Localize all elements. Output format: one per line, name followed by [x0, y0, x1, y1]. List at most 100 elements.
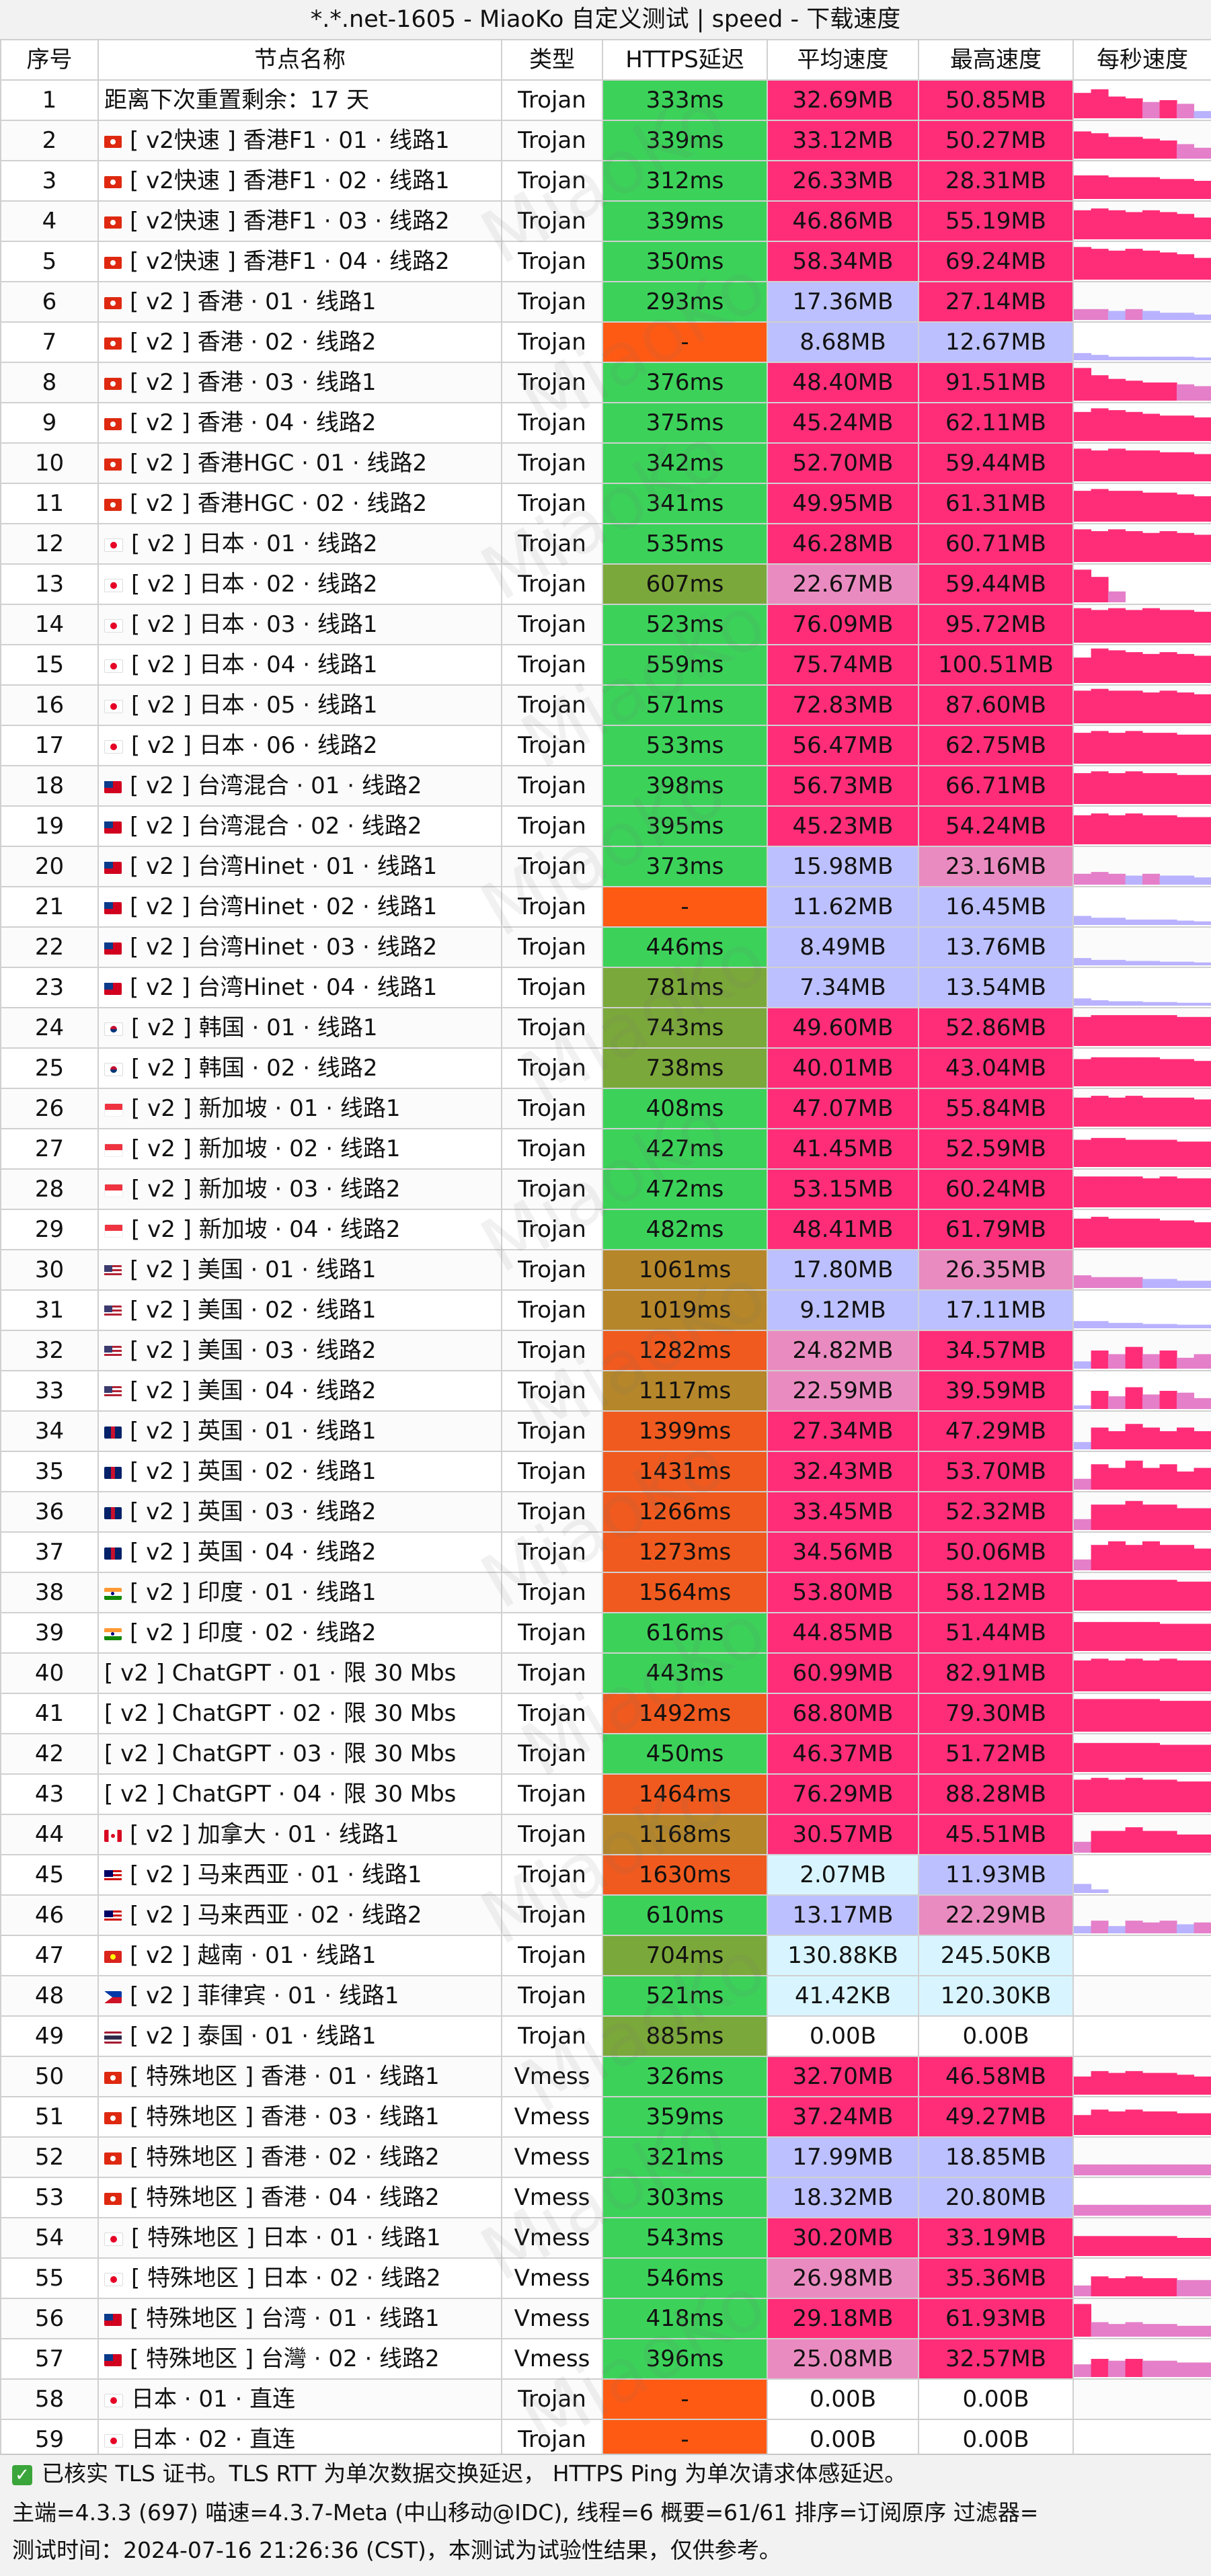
row-index: 56 — [0, 2298, 99, 2339]
speed-sparkline — [1075, 2304, 1210, 2337]
speed-sparkline — [1075, 353, 1210, 360]
row-index: 53 — [0, 2177, 99, 2218]
sparkline-bar — [1177, 692, 1195, 723]
node-type: Trojan — [501, 1491, 603, 1533]
sparkline-bar — [1159, 1391, 1177, 1409]
sparkline-bar — [1142, 1178, 1161, 1207]
sparkline-bar — [1159, 875, 1177, 885]
sparkline-bar — [1108, 1396, 1126, 1409]
max-speed: 13.76MB — [918, 926, 1074, 968]
sparkline-bar — [1142, 608, 1161, 643]
avg-speed: 7.34MB — [767, 967, 919, 1008]
node-type: Trojan — [501, 1733, 603, 1775]
node-type: Trojan — [501, 1773, 603, 1815]
node-name: [ v2 ] 香港HGC · 01 · 线路2 — [97, 442, 502, 484]
flag-jp-icon — [104, 2272, 123, 2286]
speed-sparkline — [1075, 1137, 1210, 1167]
row-index: 55 — [0, 2257, 99, 2299]
row-index: 36 — [0, 1491, 99, 1533]
sparkline-bar — [1142, 102, 1161, 118]
sparkline-bar — [1075, 210, 1092, 239]
avg-speed: 8.68MB — [767, 321, 919, 363]
sparkline-bar — [1194, 1548, 1210, 1570]
sparkline-bar — [1177, 1623, 1195, 1651]
avg-speed: 33.12MB — [767, 120, 919, 161]
https-latency: 559ms — [602, 644, 768, 686]
flag-jp-icon — [104, 2393, 123, 2407]
sparkline-bar — [1108, 2236, 1126, 2256]
sparkline-bar — [1194, 417, 1210, 441]
sparkline-bar — [1194, 1398, 1210, 1409]
sparkline-bar — [1159, 1701, 1177, 1732]
avg-speed: 44.85MB — [767, 1612, 919, 1654]
sparkline-bar — [1125, 919, 1143, 925]
sparkline-bar — [1194, 2164, 1210, 2175]
table-row: 31 [ v2 ] 美国 · 02 · 线路1 Trojan 1019ms 9.12MB… — [0, 1289, 1211, 1331]
node-name: [ v2 ] 日本 · 02 · 线路2 — [97, 563, 502, 605]
table-row: 18 [ v2 ] 台湾混合 · 01 · 线路2 Trojan 398ms 56.73… — [0, 765, 1211, 807]
sparkline-bar — [1091, 959, 1109, 965]
sparkline-bar — [1075, 1841, 1092, 1853]
row-index: 42 — [0, 1733, 99, 1775]
node-name: [ v2 ] 日本 · 01 · 线路2 — [97, 523, 502, 565]
node-name-label: [ v2 ] ChatGPT · 04 · 限 30 Mbs — [104, 1781, 457, 1808]
sparkline-bar — [1142, 1699, 1161, 1732]
table-row: 33 [ v2 ] 美国 · 04 · 线路2 Trojan 1117ms 22.59M… — [0, 1370, 1211, 1412]
flag-jp-icon — [104, 578, 123, 592]
https-latency: 1630ms — [602, 1854, 768, 1896]
row-index: 3 — [0, 160, 99, 202]
node-name-label: [ v2 ] 新加坡 · 03 · 线路2 — [131, 1176, 401, 1203]
per-second-speed — [1072, 200, 1211, 242]
per-second-speed — [1072, 684, 1211, 726]
table-row: 47 [ v2 ] 越南 · 01 · 线路1 Trojan 704ms 130.88K… — [0, 1935, 1211, 1976]
sparkline-bar — [1159, 1015, 1177, 1046]
node-name-label: [ v2快速 ] 香港F1 · 01 · 线路1 — [130, 127, 450, 154]
sparkline-bar — [1125, 1277, 1143, 1288]
sparkline-bar — [1125, 309, 1143, 320]
node-name-label: 日本 · 01 · 直连 — [131, 2386, 296, 2413]
table-row: 37 [ v2 ] 英国 · 04 · 线路2 Trojan 1273ms 34.56M… — [0, 1531, 1211, 1573]
table-row: 5 [ v2快速 ] 香港F1 · 04 · 线路2 Trojan 350ms 58.3… — [0, 241, 1211, 282]
sparkline-bar — [1159, 1545, 1177, 1570]
sparkline-bar — [1075, 448, 1092, 481]
sparkline-bar — [1075, 1926, 1092, 1933]
node-type: Trojan — [501, 1693, 603, 1734]
sparkline-bar — [1091, 249, 1109, 280]
node-name: [ v2 ] 台湾Hinet · 04 · 线路1 — [97, 967, 502, 1008]
node-type: Trojan — [501, 1410, 603, 1452]
per-second-speed — [1072, 1410, 1211, 1452]
flag-hk-icon — [104, 2152, 122, 2165]
node-name: [ v2 ] ChatGPT · 02 · 限 30 Mbs — [97, 1693, 502, 1734]
sparkline-bar — [1177, 356, 1195, 360]
sparkline-bar — [1177, 2075, 1195, 2095]
sparkline-bar — [1091, 89, 1109, 118]
sparkline-bar — [1159, 1176, 1177, 1207]
node-name: [ v2 ] 加拿大 · 01 · 线路1 — [97, 1814, 502, 1855]
table-row: 23 [ v2 ] 台湾Hinet · 04 · 线路1 Trojan 781ms 7.… — [0, 967, 1211, 1008]
sparkline-bar — [1194, 386, 1210, 401]
sparkline-bar — [1159, 1580, 1177, 1611]
sparkline-bar — [1091, 2070, 1109, 2095]
header-row: 序号 节点名称 类型 HTTPS延迟 平均速度 最高速度 每秒速度 — [0, 39, 1211, 81]
sparkline-bar — [1142, 1218, 1161, 1248]
https-latency: 350ms — [602, 241, 768, 282]
sparkline-bar — [1091, 2276, 1109, 2296]
sparkline-bar — [1159, 2072, 1177, 2095]
sparkline-bar — [1194, 1467, 1210, 1490]
table-row: 29 [ v2 ] 新加坡 · 04 · 线路2 Trojan 482ms 48.41M… — [0, 1209, 1211, 1250]
per-second-speed — [1072, 1249, 1211, 1291]
max-speed: 61.79MB — [918, 1209, 1074, 1250]
per-second-speed — [1072, 1209, 1211, 1250]
flag-ph-icon — [104, 1990, 122, 2003]
node-type: Trojan — [501, 805, 603, 847]
row-index: 52 — [0, 2136, 99, 2178]
node-name: [ v2 ] ChatGPT · 03 · 限 30 Mbs — [97, 1733, 502, 1775]
sparkline-bar — [1108, 311, 1126, 320]
sparkline-bar — [1091, 1742, 1109, 1772]
flag-hk-icon — [104, 458, 122, 471]
sparkline-bar — [1142, 2111, 1161, 2135]
sparkline-bar — [1159, 1623, 1177, 1651]
sparkline-bar — [1091, 375, 1109, 401]
sparkline-bar — [1075, 690, 1092, 723]
row-index: 57 — [0, 2338, 99, 2380]
